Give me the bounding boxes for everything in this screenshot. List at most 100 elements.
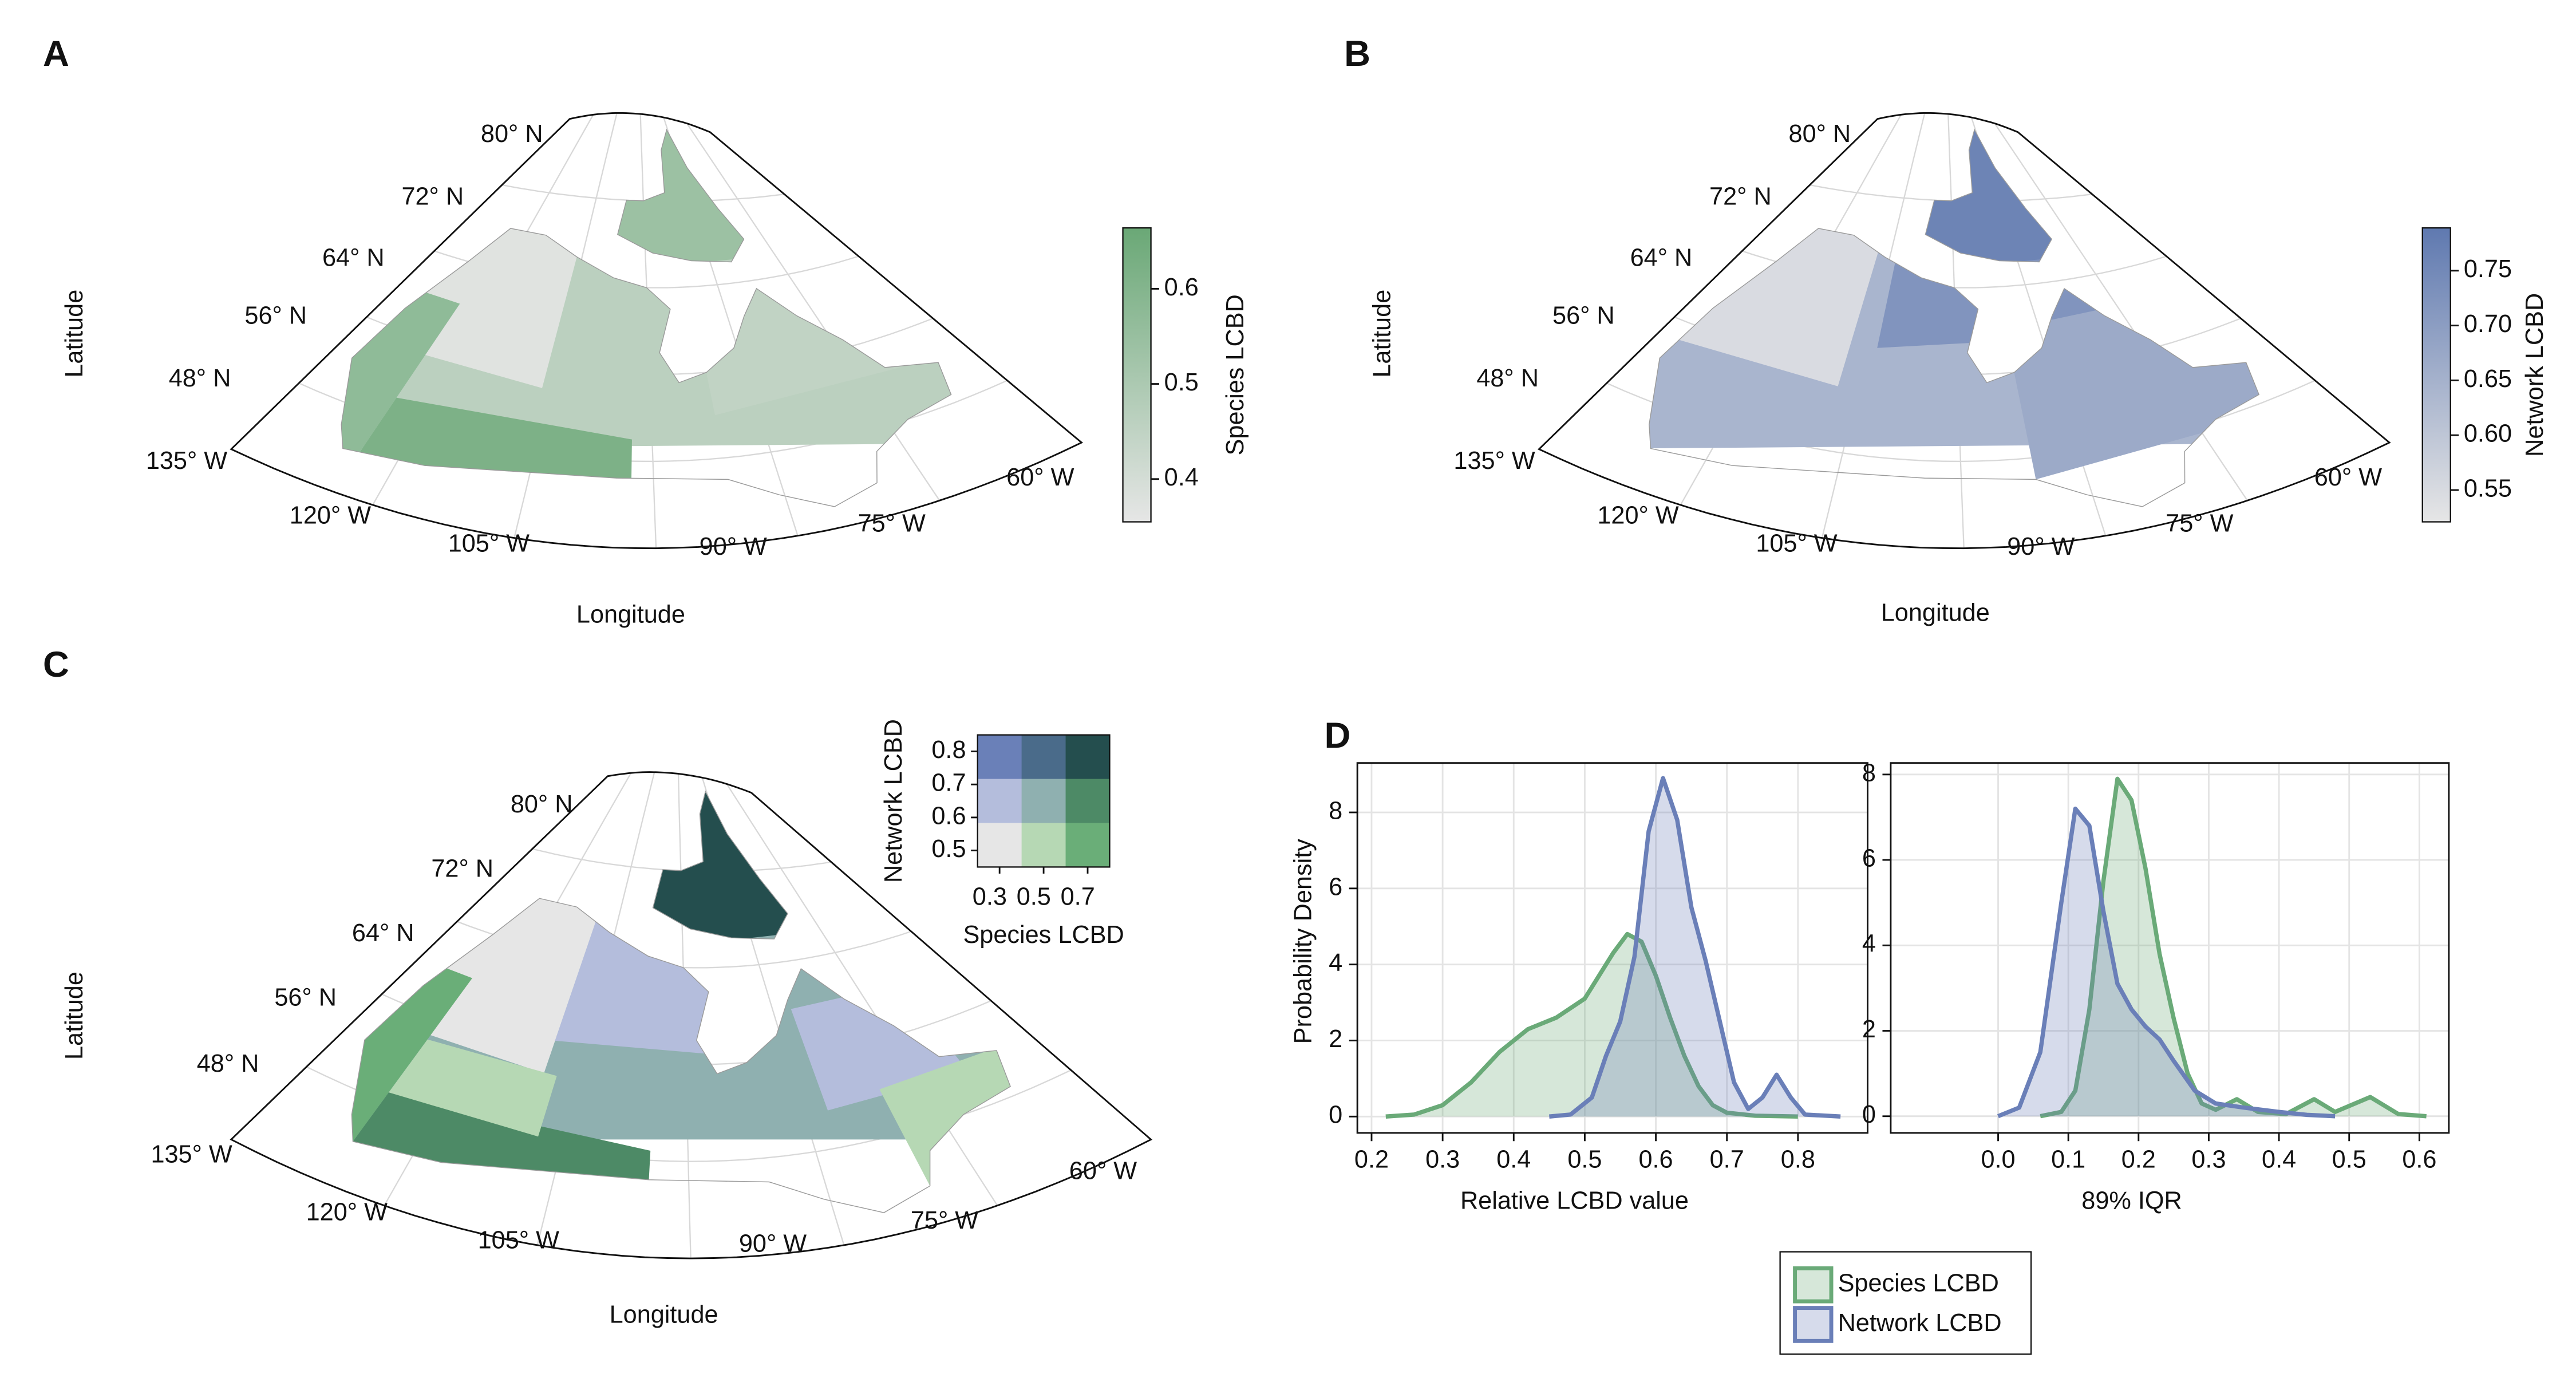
plot-frame <box>1356 762 1868 1134</box>
map-frame <box>230 112 1084 550</box>
y-tick-label: 0 <box>1862 1101 1876 1128</box>
lon-label: 135° W <box>1453 447 1535 475</box>
lon-label: 105° W <box>478 1227 559 1254</box>
lat-label: 48° N <box>197 1050 259 1077</box>
bivariate-cell <box>1065 779 1111 824</box>
map-frame <box>1537 112 2391 550</box>
graticule-lon <box>1994 123 2248 501</box>
legend-x-tick-label: 0.3 <box>973 883 1007 911</box>
map-region <box>389 1039 557 1137</box>
legend-y-label: Network LCBD <box>880 719 907 883</box>
lat-label: 64° N <box>322 244 385 271</box>
lon-label: 90° W <box>739 1230 807 1257</box>
land-outline <box>341 128 952 507</box>
lat-label: 80° N <box>481 120 543 148</box>
lat-label: 80° N <box>1789 120 1851 148</box>
lat-label: 48° N <box>1476 365 1539 392</box>
density-fill <box>1549 778 1841 1117</box>
bivariate-cell <box>1065 735 1111 780</box>
y-tick-label: 6 <box>1329 873 1342 901</box>
map-frame <box>230 771 1153 1260</box>
y-axis-label: Latitude <box>1369 290 1396 378</box>
colorbar <box>2421 227 2451 523</box>
lat-label: 48° N <box>169 365 231 392</box>
y-axis-label: Probability Density <box>1289 839 1317 1044</box>
density-fill <box>1385 934 1798 1117</box>
colorbar-label: Species LCBD <box>1222 294 1249 455</box>
colorbar-tick-label: 0.55 <box>2464 475 2512 502</box>
x-axis-label: Longitude <box>610 1301 718 1328</box>
x-tick-label: 0.1 <box>2051 1146 2085 1173</box>
land-outline <box>1649 128 2260 507</box>
legend-x-tick-label: 0.7 <box>1061 883 1095 911</box>
bivariate-cell <box>1065 823 1111 868</box>
land-outline <box>351 790 1011 1213</box>
bivariate-cell <box>1021 823 1066 868</box>
y-tick-label: 2 <box>1329 1025 1342 1053</box>
x-axis-label: Relative LCBD value <box>1460 1187 1689 1214</box>
x-tick-label: 0.2 <box>1354 1146 1389 1173</box>
x-tick-label: 0.5 <box>2332 1146 2366 1173</box>
density-line <box>1548 776 1841 1119</box>
lon-label: 60° W <box>1069 1157 1137 1185</box>
colorbar-tick-label: 0.70 <box>2464 310 2512 338</box>
y-tick-label: 4 <box>1329 949 1342 977</box>
colorbar-tick-label: 0.4 <box>1164 464 1199 491</box>
colorbar-tick-label: 0.5 <box>1164 369 1199 396</box>
y-tick-label: 8 <box>1862 759 1876 787</box>
lon-label: 120° W <box>290 502 371 529</box>
colorbar-tick-label: 0.6 <box>1164 274 1199 301</box>
y-tick-label: 6 <box>1862 844 1876 872</box>
lat-label: 56° N <box>244 302 307 329</box>
plot-frame <box>1890 762 2450 1134</box>
colorbar-tick-label: 0.65 <box>2464 365 2512 393</box>
panel-label: C <box>43 645 69 685</box>
x-tick-label: 0.4 <box>1496 1146 1531 1173</box>
bivariate-cell <box>977 779 1022 824</box>
map-region <box>351 958 472 1183</box>
lon-label: 135° W <box>151 1141 232 1168</box>
y-tick-label: 2 <box>1862 1016 1876 1043</box>
legend-y-tick-label: 0.5 <box>931 835 966 863</box>
lat-label: 64° N <box>1630 244 1693 271</box>
lon-label: 90° W <box>2007 533 2075 560</box>
legend-x-label: Species LCBD <box>963 921 1124 949</box>
y-tick-label: 8 <box>1329 797 1342 824</box>
lon-label: 75° W <box>911 1207 978 1234</box>
legend-y-tick-label: 0.7 <box>931 769 966 797</box>
density-line <box>1997 806 2336 1119</box>
x-tick-label: 0.7 <box>1710 1146 1744 1173</box>
x-tick-label: 0.5 <box>1567 1146 1602 1173</box>
lon-label: 120° W <box>1597 502 1678 529</box>
x-axis-label: Longitude <box>1881 599 1990 626</box>
graticule-lon <box>726 783 998 1206</box>
density-fill <box>1998 808 2336 1116</box>
y-axis-label: Latitude <box>61 290 88 378</box>
density-line <box>2040 776 2427 1119</box>
legend-label: Species LCBD <box>1838 1270 1999 1297</box>
lat-label: 72° N <box>1709 183 1772 211</box>
lon-label: 105° W <box>1756 530 1837 557</box>
x-tick-label: 0.0 <box>1981 1146 2015 1173</box>
lat-label: 72° N <box>431 855 493 883</box>
lon-label: 60° W <box>1006 464 1074 491</box>
legend-swatch <box>1793 1306 1834 1343</box>
colorbar-label: Network LCBD <box>2521 293 2549 457</box>
panel-label: B <box>1344 34 1370 74</box>
bivariate-cell <box>977 735 1022 780</box>
legend-x-tick-label: 0.5 <box>1017 883 1051 911</box>
colorbar-tick-label: 0.60 <box>2464 420 2512 448</box>
panel-label: D <box>1324 716 1350 756</box>
lat-label: 56° N <box>274 984 337 1012</box>
bivariate-cell <box>1021 735 1066 780</box>
lat-label: 64° N <box>352 919 414 947</box>
x-axis-label: Longitude <box>576 601 685 628</box>
y-tick-label: 4 <box>1862 930 1876 958</box>
x-tick-label: 0.3 <box>2191 1146 2226 1173</box>
legend-y-tick-label: 0.8 <box>931 736 966 764</box>
legend-y-tick-label: 0.6 <box>931 802 966 830</box>
lon-label: 90° W <box>700 533 767 560</box>
lat-label: 72° N <box>401 183 464 211</box>
